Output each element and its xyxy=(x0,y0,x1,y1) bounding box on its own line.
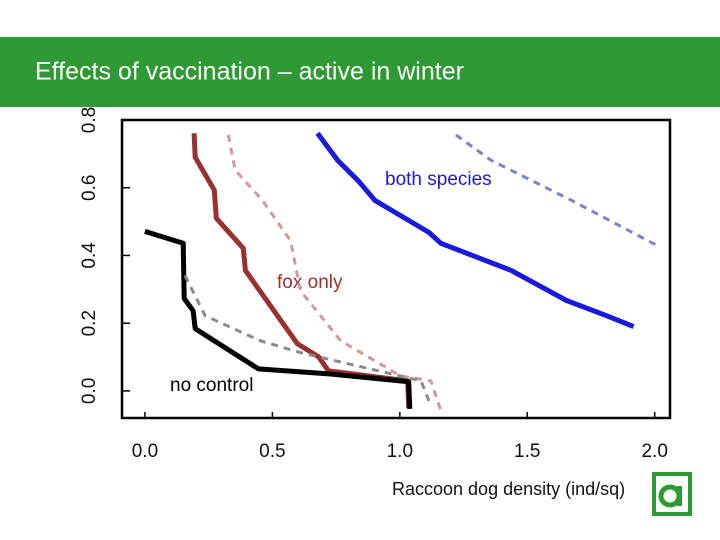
x-tick-label: 0.5 xyxy=(259,441,285,462)
y-tick-label: 0.8 xyxy=(79,107,100,133)
plot-frame xyxy=(120,118,672,420)
y-tick-label: 0.2 xyxy=(79,310,100,336)
series-line xyxy=(144,229,413,410)
series-line xyxy=(455,133,658,247)
series-line xyxy=(183,274,433,407)
series-line xyxy=(226,134,443,412)
x-tick-label: 2.0 xyxy=(641,441,667,462)
y-tick-label: 0.0 xyxy=(79,378,100,404)
x-tick-label: 0.0 xyxy=(132,441,158,462)
series-line xyxy=(315,131,635,329)
series-label: fox only xyxy=(277,272,343,293)
series-line xyxy=(191,133,412,408)
logo-stem xyxy=(677,486,682,506)
title-banner xyxy=(0,37,720,107)
x-axis-label: Raccoon dog density (ind/sq) xyxy=(392,479,625,499)
title: Effects of vaccination – active in winte… xyxy=(35,58,464,86)
series-label: both species xyxy=(385,169,492,190)
x-tick-label: 1.0 xyxy=(387,441,413,462)
plot: 0.0 0.5 1.0 1.5 2.0 0.0 0.2 0.4 0.6 0.8 both speci… xyxy=(79,107,668,462)
series-label: no control xyxy=(170,375,253,396)
logo xyxy=(652,472,692,516)
y-tick-label: 0.4 xyxy=(79,242,100,269)
x-tick-label: 1.5 xyxy=(514,441,540,462)
y-tick-label: 0.6 xyxy=(79,175,100,201)
